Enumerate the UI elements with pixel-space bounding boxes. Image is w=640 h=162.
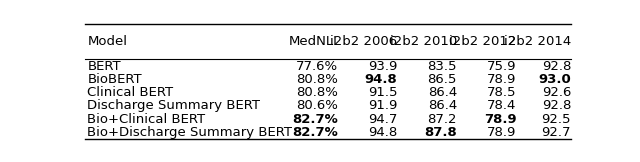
Text: i2b2 2014: i2b2 2014 [504,35,571,48]
Text: i2b2 2006: i2b2 2006 [330,35,397,48]
Text: Bio+Clinical BERT: Bio+Clinical BERT [88,113,205,126]
Text: 80.6%: 80.6% [296,99,338,112]
Text: MedNLI: MedNLI [289,35,338,48]
Text: BERT: BERT [88,59,121,73]
Text: 80.8%: 80.8% [296,86,338,99]
Text: 87.2: 87.2 [428,113,457,126]
Text: 93.9: 93.9 [368,59,397,73]
Text: 83.5: 83.5 [428,59,457,73]
Text: 92.8: 92.8 [541,59,571,73]
Text: 94.8: 94.8 [368,126,397,139]
Text: i2b2 2012: i2b2 2012 [449,35,516,48]
Text: 94.8: 94.8 [365,73,397,86]
Text: Model: Model [88,35,127,48]
Text: 78.9: 78.9 [484,113,516,126]
Text: 82.7%: 82.7% [292,126,338,139]
Text: 94.7: 94.7 [368,113,397,126]
Text: 87.8: 87.8 [424,126,457,139]
Text: 92.6: 92.6 [541,86,571,99]
Text: Bio+Discharge Summary BERT: Bio+Discharge Summary BERT [88,126,292,139]
Text: 92.8: 92.8 [541,99,571,112]
Text: 92.7: 92.7 [541,126,571,139]
Text: 91.9: 91.9 [368,99,397,112]
Text: 78.9: 78.9 [487,126,516,139]
Text: 78.4: 78.4 [487,99,516,112]
Text: 86.4: 86.4 [428,99,457,112]
Text: i2b2 2010: i2b2 2010 [390,35,457,48]
Text: 78.9: 78.9 [487,73,516,86]
Text: 86.5: 86.5 [428,73,457,86]
Text: 92.5: 92.5 [541,113,571,126]
Text: Discharge Summary BERT: Discharge Summary BERT [88,99,260,112]
Text: 82.7%: 82.7% [292,113,338,126]
Text: 91.5: 91.5 [368,86,397,99]
Text: 80.8%: 80.8% [296,73,338,86]
Text: Clinical BERT: Clinical BERT [88,86,173,99]
Text: 78.5: 78.5 [487,86,516,99]
Text: BioBERT: BioBERT [88,73,142,86]
Text: 75.9: 75.9 [487,59,516,73]
Text: 93.0: 93.0 [538,73,571,86]
Text: 77.6%: 77.6% [296,59,338,73]
Text: 86.4: 86.4 [428,86,457,99]
